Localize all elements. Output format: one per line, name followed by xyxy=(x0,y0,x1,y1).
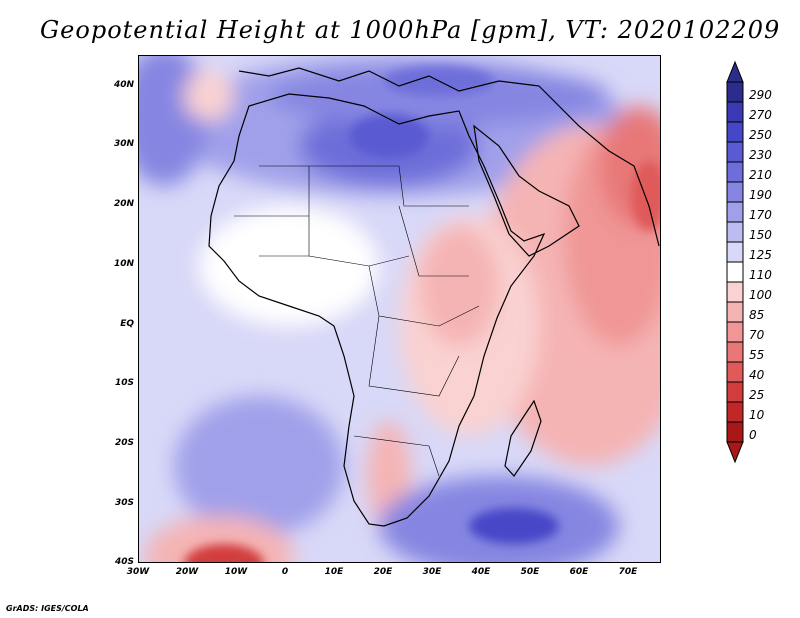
colorbar-label: 55 xyxy=(749,348,765,362)
lat-label: 40N xyxy=(113,80,134,90)
colorbar-swatch xyxy=(726,301,744,323)
colorbar-swatch xyxy=(726,141,744,163)
lat-label: 10S xyxy=(114,378,134,388)
lat-label: EQ xyxy=(120,319,134,329)
lat-label: 20N xyxy=(113,199,134,209)
lon-label: 50E xyxy=(520,567,540,577)
country-borders xyxy=(234,165,480,477)
field-blob xyxy=(469,508,559,544)
colorbar-label: 230 xyxy=(749,148,772,162)
colorbar-label: 190 xyxy=(749,188,772,202)
colorbar-label: 210 xyxy=(749,168,772,182)
continent-outline xyxy=(208,93,546,527)
lon-label: 30E xyxy=(422,567,442,577)
colorbar-swatch xyxy=(726,401,744,423)
colorbar-label: 70 xyxy=(749,328,765,342)
colorbar-swatch xyxy=(726,161,744,183)
field-blob xyxy=(184,544,264,562)
colorbar-label: 40 xyxy=(749,368,765,382)
chart-title: Geopotential Height at 1000hPa [gpm], VT… xyxy=(40,16,781,44)
madagascar-outline xyxy=(504,399,542,477)
arabia-outline xyxy=(473,124,580,257)
colorbar-label: 10 xyxy=(749,408,765,422)
lat-label: 20S xyxy=(114,438,134,448)
colorbar-label: 85 xyxy=(749,308,765,322)
colorbar-swatch xyxy=(726,261,744,283)
colorbar-label: 125 xyxy=(749,248,772,262)
field-blob xyxy=(184,71,234,121)
height-field-map xyxy=(139,56,660,562)
colorbar-swatch xyxy=(726,321,744,343)
colorbar-swatch xyxy=(726,121,744,143)
colorbar-label: 170 xyxy=(749,208,772,222)
lon-label: 70E xyxy=(618,567,638,577)
lon-label: 40E xyxy=(471,567,491,577)
lon-label: 30W xyxy=(126,567,150,577)
field-blob xyxy=(419,226,499,346)
colorbar-label: 270 xyxy=(749,108,772,122)
colorbar-swatch xyxy=(726,341,744,363)
lat-label: 10N xyxy=(113,259,134,269)
colorbar-swatch xyxy=(726,281,744,303)
colorbar-label: 0 xyxy=(749,428,757,442)
lon-label: 10W xyxy=(224,567,248,577)
lon-label: 20W xyxy=(175,567,199,577)
colorbar-swatch xyxy=(726,421,744,443)
lon-label: 0 xyxy=(281,567,289,577)
field-blob xyxy=(174,396,344,536)
field-blob xyxy=(349,114,429,158)
lat-label: 30S xyxy=(114,498,134,508)
colorbar-bottom-arrow xyxy=(726,441,744,464)
colorbar-swatch xyxy=(726,241,744,263)
asia-outline xyxy=(538,85,660,247)
colorbar-swatch xyxy=(726,101,744,123)
colorbar xyxy=(726,60,744,464)
lon-label: 20E xyxy=(373,567,393,577)
lat-label: 40S xyxy=(114,557,134,567)
colorbar-swatch xyxy=(726,181,744,203)
colorbar-swatch xyxy=(726,201,744,223)
footer-credit: GrADS: IGES/COLA xyxy=(6,604,89,613)
colorbar-label: 25 xyxy=(749,388,765,402)
europe-outline xyxy=(238,67,540,92)
colorbar-swatch xyxy=(726,361,744,383)
colorbar-swatch xyxy=(726,381,744,403)
colorbar-label: 250 xyxy=(749,128,772,142)
field-blob xyxy=(199,206,379,326)
map-panel xyxy=(138,55,661,563)
colorbar-label: 290 xyxy=(749,88,772,102)
lon-label: 60E xyxy=(569,567,589,577)
colorbar-label: 110 xyxy=(749,268,772,282)
field-blob xyxy=(144,516,294,562)
lon-label: 10E xyxy=(324,567,344,577)
colorbar-label: 150 xyxy=(749,228,772,242)
colorbar-top-arrow xyxy=(726,60,744,83)
colorbar-label: 100 xyxy=(749,288,772,302)
colorbar-swatch xyxy=(726,221,744,243)
colorbar-swatch xyxy=(726,81,744,103)
lat-label: 30N xyxy=(113,139,134,149)
